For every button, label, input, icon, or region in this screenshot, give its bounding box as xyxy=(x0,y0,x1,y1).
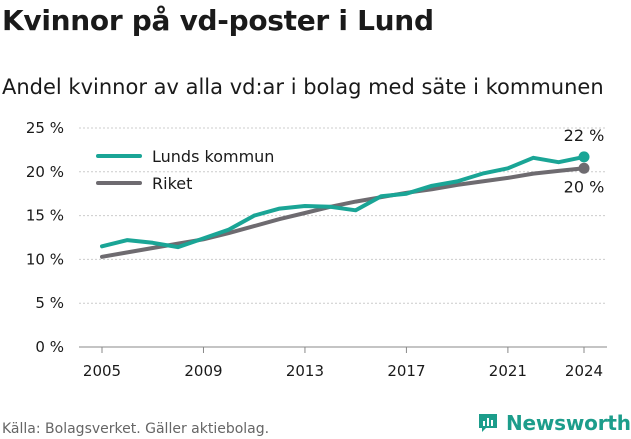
y-tick-label: 0 % xyxy=(35,338,64,356)
y-tick-label: 10 % xyxy=(26,250,64,268)
chart-subtitle: Andel kvinnor av alla vd:ar i bolag med … xyxy=(2,75,604,99)
y-axis: 0 % 5 % 10 % 15 % 20 % 25 % xyxy=(26,119,64,356)
x-axis: 2005 2009 2013 2017 2021 2024 xyxy=(83,347,603,380)
series-lines xyxy=(100,154,586,259)
end-value-label: 20 % xyxy=(564,177,605,196)
y-tick-label: 25 % xyxy=(26,119,64,137)
end-value-label: 22 % xyxy=(564,126,605,145)
x-tick-label: 2021 xyxy=(489,362,527,380)
series-line-riket xyxy=(100,166,586,259)
legend-entry: Riket xyxy=(152,174,192,193)
brand-name: Newsworthy xyxy=(506,411,631,435)
end-markers: 22 % 20 % xyxy=(564,126,605,196)
series-line-lund xyxy=(100,154,586,250)
legend-entry: Lunds kommun xyxy=(152,147,274,166)
y-tick-label: 5 % xyxy=(35,294,64,312)
gridlines xyxy=(79,127,607,348)
legend: Lunds kommun Riket xyxy=(96,147,274,193)
x-tick-label: 2017 xyxy=(387,362,425,380)
end-point-marker xyxy=(578,162,590,174)
y-tick-label: 15 % xyxy=(26,207,64,225)
x-tick-label: 2013 xyxy=(286,362,324,380)
newsworthy-logo: Newsworthy xyxy=(476,409,631,437)
source-note: Källa: Bolagsverket. Gäller aktiebolag. xyxy=(2,421,270,437)
x-tick-label: 2024 xyxy=(565,362,603,380)
newsworthy-logo-icon xyxy=(479,414,497,432)
x-tick-label: 2005 xyxy=(83,362,121,380)
y-tick-label: 20 % xyxy=(26,163,64,181)
end-point-marker xyxy=(578,151,590,163)
x-tick-label: 2009 xyxy=(184,362,222,380)
chart-title: Kvinnor på vd-poster i Lund xyxy=(2,4,434,37)
